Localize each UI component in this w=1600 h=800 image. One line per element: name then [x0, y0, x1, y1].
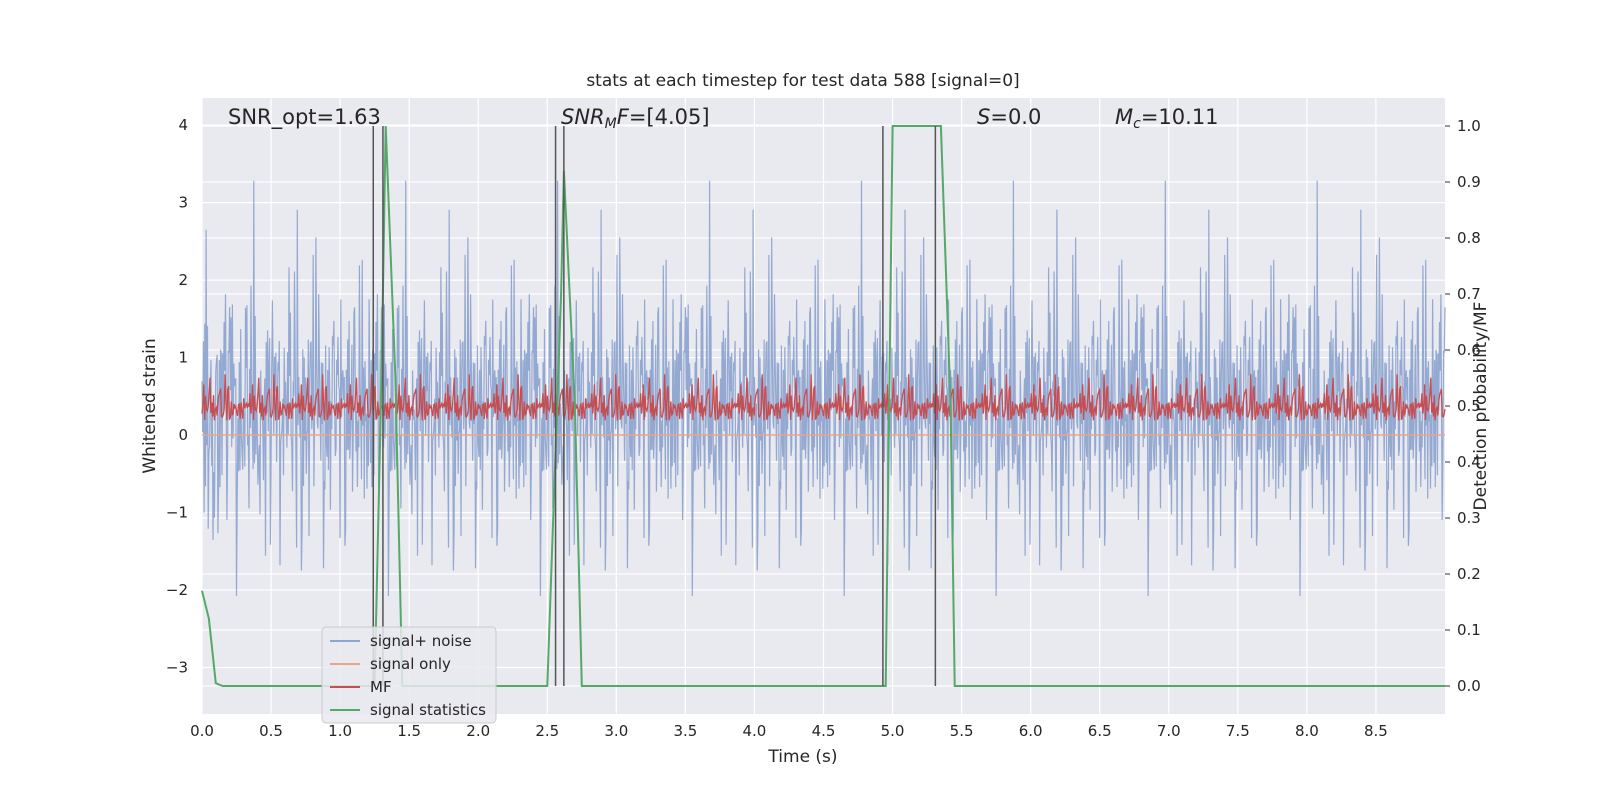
x-tick-label: 2.0	[466, 722, 490, 740]
s-value: =0.0	[990, 105, 1041, 129]
x-tick-label: 6.0	[1019, 722, 1043, 740]
x-tick-label: 4.5	[812, 722, 836, 740]
x-axis-label: Time (s)	[767, 747, 837, 767]
y-axis-label-right: Detection probability/MF	[1471, 302, 1491, 511]
x-tick-label: 0.5	[259, 722, 283, 740]
y-tick-label-right: 0.1	[1457, 621, 1481, 639]
y-tick-label-right: 0.7	[1457, 285, 1481, 303]
x-tick-label: 8.5	[1364, 722, 1388, 740]
snr-mf-annotation: SNRMF=[4.05]	[561, 105, 710, 132]
x-tick-label: 3.5	[673, 722, 697, 740]
x-tick-label: 6.5	[1088, 722, 1112, 740]
y-tick-label-right: 0.0	[1457, 677, 1481, 695]
y-tick-label-left: 2	[178, 271, 188, 289]
chart-title: stats at each timestep for test data 588…	[586, 71, 1019, 91]
snr-opt-annotation: SNR_opt=1.63	[228, 105, 381, 130]
x-tick-label: 1.5	[397, 722, 421, 740]
snr-mf-sub: M	[605, 116, 617, 132]
x-tick-label: 1.0	[328, 722, 352, 740]
vertical-markers	[372, 126, 937, 686]
legend-label-signal-only: signal only	[370, 655, 451, 673]
y-tick-label-right: 0.4	[1457, 453, 1481, 471]
snr-mf-value: =[4.05]	[629, 105, 710, 129]
x-tick-label: 2.5	[535, 722, 559, 740]
y-tick-label-left: −1	[166, 504, 188, 522]
grid-lines	[201, 98, 1445, 714]
legend: signal+ noise signal only MF signal stat…	[321, 626, 497, 724]
y-tick-label-right: 0.8	[1457, 229, 1481, 247]
y-tick-label-right: 0.9	[1457, 173, 1481, 191]
legend-box	[321, 626, 497, 724]
y-tick-label-right: 0.3	[1457, 509, 1481, 527]
mc-annotation: Mc=10.11	[1115, 105, 1219, 132]
x-tick-label: 5.0	[881, 722, 905, 740]
y-tick-label-right: 0.2	[1457, 565, 1481, 583]
mc-sub: c	[1133, 116, 1141, 132]
y-tick-label-left: 0	[178, 426, 188, 444]
series-mf	[201, 374, 1446, 421]
y-tick-label-right: 0.6	[1457, 341, 1481, 359]
y-tick-label-left: 4	[178, 116, 188, 134]
s-main: S	[977, 105, 990, 129]
mc-main: M	[1115, 105, 1133, 129]
snr-mf-f: F	[617, 105, 630, 129]
x-tick-label: 3.0	[604, 722, 628, 740]
legend-label-signal-statistics: signal statistics	[370, 701, 486, 719]
x-tick-label: 4.0	[743, 722, 767, 740]
legend-label-mf: MF	[370, 678, 392, 696]
mc-value: =10.11	[1141, 105, 1219, 129]
y-tick-label-left: −3	[166, 659, 188, 677]
y-tick-label-right: 1.0	[1457, 117, 1481, 135]
x-tick-label: 7.5	[1226, 722, 1250, 740]
x-tick-label: 5.5	[950, 722, 974, 740]
s-annotation: S=0.0	[977, 105, 1041, 129]
x-tick-label: 8.0	[1295, 722, 1319, 740]
y-tick-label-right: 0.5	[1457, 397, 1481, 415]
y-tick-label-left: 1	[178, 349, 188, 367]
y-axis-label-left: Whitened strain	[140, 338, 160, 473]
y-tick-label-left: −2	[166, 581, 188, 599]
snr-mf-main: SNR	[561, 105, 605, 129]
legend-label-signal-noise: signal+ noise	[370, 632, 472, 650]
x-tick-label: 0.0	[190, 722, 214, 740]
ticks: 0.0 0.5 1.0 1.5 2.0 2.5 3.0 3.5 4.0 4.5 5.0 5.5 6.0 6…	[166, 116, 1481, 740]
y-tick-label-left: 3	[178, 194, 188, 212]
x-tick-label: 7.0	[1157, 722, 1181, 740]
